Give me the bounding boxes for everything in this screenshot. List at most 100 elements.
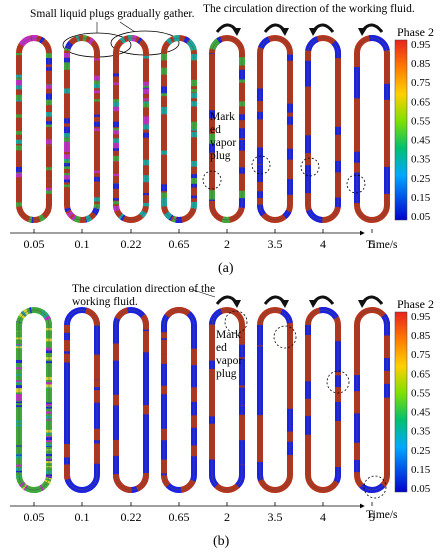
legend-colorbar [394,39,408,221]
fluid-plug [64,35,100,223]
fluid-plug [64,35,100,223]
fluid-plug [161,35,197,223]
fluid-plug [16,307,52,493]
legend-tick-label: 0.35 [411,426,431,438]
fluid-plug [16,307,52,493]
curved-arrow-icon [215,23,241,36]
fluid-plug [257,307,293,493]
fluid-plug [113,307,149,493]
fluid-plug [305,35,341,223]
fluid-plug [113,35,149,223]
dashed-circle-icon [224,310,248,334]
legend-tick-label: 0.85 [411,58,431,70]
fluid-plug [16,307,52,493]
fluid-plug [16,307,52,493]
fluid-plug [16,307,52,493]
legend-colorbar [394,311,408,493]
pipe-wall [305,35,341,223]
fluid-plug [16,307,52,493]
fluid-plug [16,307,52,493]
legend-tick-label: 0.55 [411,387,431,399]
fluid-plug [64,35,100,223]
tick-label: 5 [369,237,375,251]
fluid-plug [16,307,52,493]
fluid-plug [16,35,52,223]
pipe-loop [64,307,100,493]
fluid-plug [64,307,100,493]
pipe-wall [257,307,293,493]
fluid-plug [16,307,52,493]
fluid-plug [305,307,341,493]
fluid-plug [113,35,149,223]
tube-row-a [16,35,390,223]
annotation-direction-b-2: working fluid. [72,296,138,308]
fluid-plug [16,307,52,493]
fluid-plug [257,35,293,223]
pipe-loop [209,307,245,493]
fluid-plug [16,35,52,223]
fluid-plug [16,307,52,493]
fluid-plug [16,307,52,493]
fluid-plug [161,35,197,223]
fluid-plug [16,35,52,223]
pipe-loop [257,35,293,223]
fluid-plug [16,307,52,493]
fluid-plug [305,35,341,223]
fluid-plug [16,307,52,493]
fluid-plug [16,307,52,493]
tick-label: 0.22 [121,237,142,251]
fluid-plug [113,35,149,223]
fluid-plug [64,307,100,493]
fluid-plug [257,35,293,223]
fluid-plug [16,307,52,493]
fluid-plug [161,35,197,223]
fluid-plug [64,35,100,223]
fluid-plug [257,307,293,493]
fluid-plug [113,35,149,223]
fluid-plug [354,35,390,223]
fluid-plug [16,35,52,223]
fluid-plug [305,35,341,223]
fluid-plug [16,307,52,493]
fluid-plug [113,307,149,493]
fluid-plug [64,35,100,223]
fluid-plug [161,35,197,223]
fluid-plug [113,35,149,223]
fluid-plug [257,35,293,223]
fluid-plug [354,307,390,493]
fluid-plug [16,307,52,493]
fluid-plug [16,307,52,493]
fluid-plug [64,35,100,223]
fluid-plug [16,307,52,493]
legend-tick-label: 0.05 [411,483,431,495]
fluid-plug [16,307,52,493]
fluid-plug [16,35,52,223]
fluid-plug [257,35,293,223]
curved-arrow-icon [309,23,335,36]
curved-arrow-icon [263,295,289,308]
fluid-plug [113,307,149,493]
legend-tick-label: 0.25 [411,173,431,185]
fluid-plug [161,35,197,223]
fluid-plug [161,35,197,223]
fluid-plug [305,35,341,223]
fluid-plug [113,307,149,493]
fluid-plug [161,35,197,223]
fluid-plug [16,307,52,493]
fluid-plug [257,35,293,223]
fluid-plug [113,35,149,223]
pipe-loop [305,307,341,493]
pipe-wall [64,307,100,493]
pipe-wall [16,35,52,223]
marked-vapor-label-a-3: vapor [210,137,236,149]
fluid-plug [16,307,52,493]
fluid-plug [16,307,52,493]
pipe-wall [113,35,149,223]
fluid-plug [305,307,341,493]
fluid-plug [16,35,52,223]
pipe-outline [115,37,147,221]
fluid-plug [113,35,149,223]
fluid-plug [16,307,52,493]
fluid-plug [16,307,52,493]
fluid-plug [16,307,52,493]
